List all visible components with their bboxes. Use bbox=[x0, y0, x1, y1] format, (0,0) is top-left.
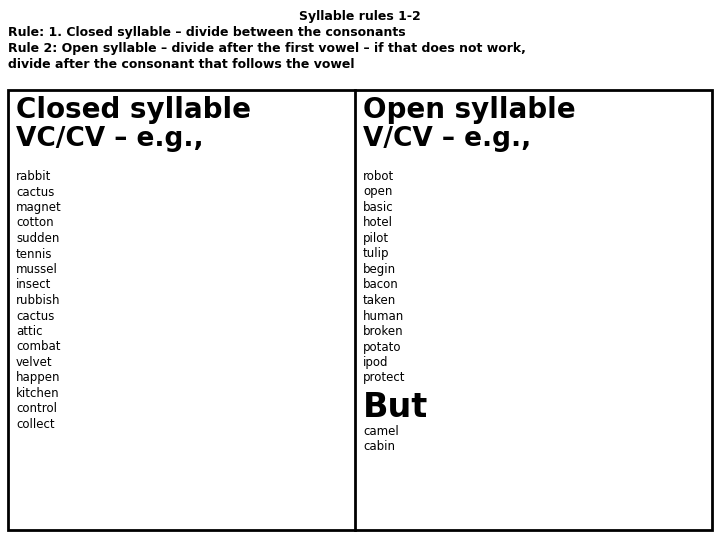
Text: control: control bbox=[16, 402, 57, 415]
Text: bacon: bacon bbox=[363, 279, 399, 292]
Text: Rule 2: Open syllable – divide after the first vowel – if that does not work,: Rule 2: Open syllable – divide after the… bbox=[8, 42, 526, 55]
Text: basic: basic bbox=[363, 201, 394, 214]
Text: human: human bbox=[363, 309, 404, 322]
Text: rabbit: rabbit bbox=[16, 170, 51, 183]
Text: attic: attic bbox=[16, 325, 42, 338]
Text: cabin: cabin bbox=[363, 441, 395, 454]
Text: combat: combat bbox=[16, 341, 60, 354]
Text: V/CV – e.g.,: V/CV – e.g., bbox=[363, 126, 531, 152]
Bar bbox=[8, 90, 712, 530]
Text: cactus: cactus bbox=[16, 186, 55, 199]
Text: But: But bbox=[363, 391, 428, 424]
Text: cactus: cactus bbox=[16, 309, 55, 322]
Text: happen: happen bbox=[16, 372, 60, 384]
Text: insect: insect bbox=[16, 279, 51, 292]
Text: potato: potato bbox=[363, 341, 402, 354]
Text: divide after the consonant that follows the vowel: divide after the consonant that follows … bbox=[8, 58, 354, 71]
Text: magnet: magnet bbox=[16, 201, 62, 214]
Text: open: open bbox=[363, 186, 392, 199]
Text: tennis: tennis bbox=[16, 247, 53, 260]
Text: pilot: pilot bbox=[363, 232, 389, 245]
Text: hotel: hotel bbox=[363, 217, 393, 230]
Text: mussel: mussel bbox=[16, 263, 58, 276]
Text: camel: camel bbox=[363, 425, 399, 438]
Text: taken: taken bbox=[363, 294, 396, 307]
Text: tulip: tulip bbox=[363, 247, 390, 260]
Text: cotton: cotton bbox=[16, 217, 53, 230]
Text: Rule: 1. Closed syllable – divide between the consonants: Rule: 1. Closed syllable – divide betwee… bbox=[8, 26, 405, 39]
Text: begin: begin bbox=[363, 263, 396, 276]
Text: collect: collect bbox=[16, 418, 55, 431]
Text: Closed syllable: Closed syllable bbox=[16, 96, 251, 124]
Text: kitchen: kitchen bbox=[16, 387, 60, 400]
Text: robot: robot bbox=[363, 170, 395, 183]
Text: Open syllable: Open syllable bbox=[363, 96, 575, 124]
Text: rubbish: rubbish bbox=[16, 294, 60, 307]
Text: VC/CV – e.g.,: VC/CV – e.g., bbox=[16, 126, 204, 152]
Text: broken: broken bbox=[363, 325, 404, 338]
Text: ipod: ipod bbox=[363, 356, 389, 369]
Text: Syllable rules 1-2: Syllable rules 1-2 bbox=[299, 10, 421, 23]
Text: sudden: sudden bbox=[16, 232, 59, 245]
Text: velvet: velvet bbox=[16, 356, 53, 369]
Text: protect: protect bbox=[363, 372, 405, 384]
